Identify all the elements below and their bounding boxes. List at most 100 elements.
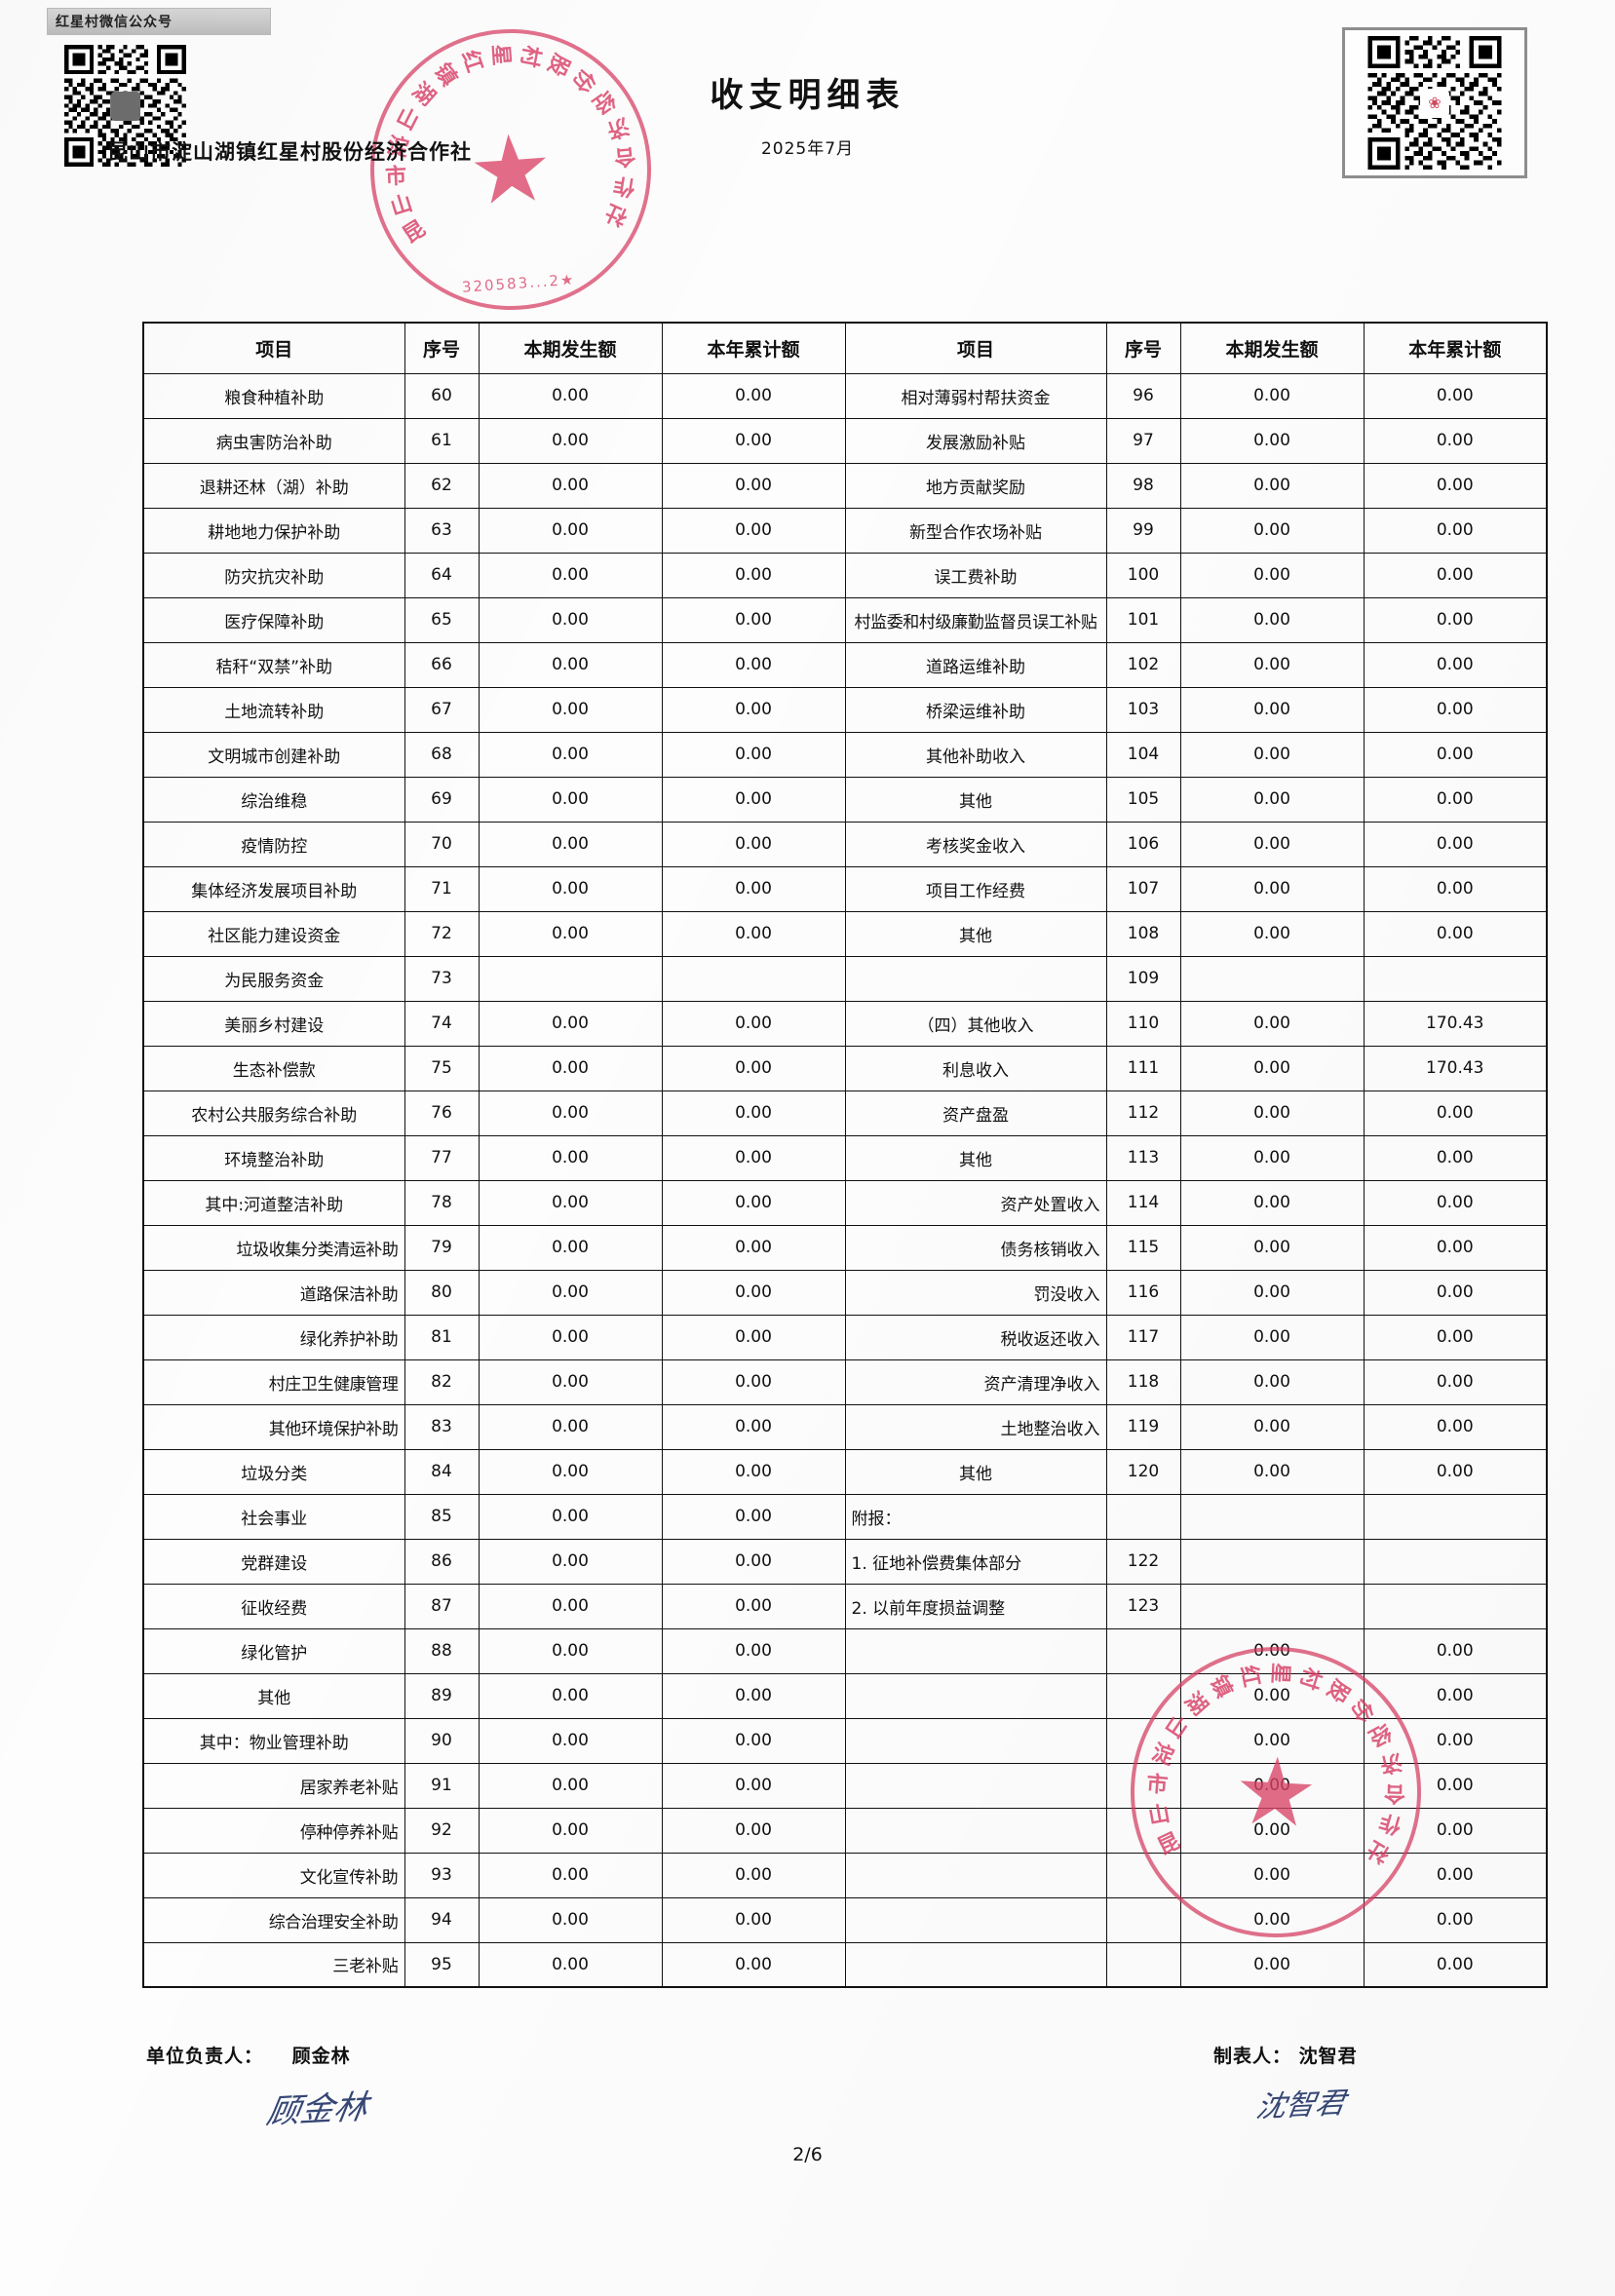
cell-no-left: 91	[404, 1762, 480, 1809]
table-row: 党群建设 86 0.00 0.00 1. 征地补偿费集体部分 122	[142, 1538, 1548, 1585]
cell-ytd-right: 0.00	[1363, 1134, 1548, 1181]
cell-no-left: 80	[404, 1269, 480, 1316]
cell-no-left: 74	[404, 1000, 480, 1047]
cell-ytd-left: 0.00	[661, 1403, 846, 1450]
table-row: 道路保洁补助 80 0.00 0.00 罚没收入 116 0.00 0.00	[142, 1269, 1548, 1316]
cell-ytd-right	[1363, 1538, 1548, 1585]
unit-head-label: 单位负责人：	[146, 2046, 264, 2067]
cell-current-right	[1179, 1583, 1365, 1629]
cell-ytd-left: 0.00	[661, 1358, 846, 1405]
cell-item-left: 环境整治补助	[142, 1134, 405, 1181]
cell-no-right: 103	[1105, 686, 1181, 733]
cell-current-left: 0.00	[478, 1627, 663, 1674]
cell-current-right: 0.00	[1179, 552, 1365, 598]
cell-current-left: 0.00	[478, 1358, 663, 1405]
qr-code-icon	[64, 45, 186, 167]
cell-item-left: 综治维稳	[142, 776, 405, 823]
cell-current-left: 0.00	[478, 1448, 663, 1495]
cell-item-left: 文化宣传补助	[142, 1852, 405, 1898]
col-header-current-left: 本期发生额	[478, 322, 663, 374]
cell-item-left: 医疗保障补助	[142, 596, 405, 643]
cooperative-name: 昆山市淀山湖镇红星村股份经济合作社	[107, 140, 472, 164]
table-row: 社会事业 85 0.00 0.00 附报：	[142, 1493, 1548, 1540]
cell-current-right: 0.00	[1179, 1627, 1365, 1674]
cell-current-left: 0.00	[478, 1538, 663, 1585]
cell-item-right: 资产盘盈	[844, 1090, 1107, 1136]
cell-current-left: 0.00	[478, 1269, 663, 1316]
cell-no-right: 102	[1105, 641, 1181, 688]
cell-current-right: 0.00	[1179, 1807, 1365, 1854]
cell-item-left: 美丽乡村建设	[142, 1000, 405, 1047]
cell-ytd-left: 0.00	[661, 1314, 846, 1360]
table-row: 征收经费 87 0.00 0.00 2. 以前年度损益调整 123	[142, 1583, 1548, 1629]
cell-item-right: 债务核销收入	[844, 1224, 1107, 1271]
cell-ytd-right: 0.00	[1363, 1762, 1548, 1809]
cell-ytd-left: 0.00	[661, 865, 846, 912]
cell-no-left: 95	[404, 1941, 480, 1988]
cell-no-left: 65	[404, 596, 480, 643]
cell-ytd-right: 170.43	[1363, 1045, 1548, 1091]
cell-current-left: 0.00	[478, 1762, 663, 1809]
wechat-qr-code[interactable]	[64, 45, 186, 167]
cell-ytd-right: 0.00	[1363, 686, 1548, 733]
preparer-block: 制表人： 沈智君	[1213, 2042, 1358, 2068]
cell-ytd-left: 0.00	[661, 462, 846, 509]
table-row: 集体经济发展项目补助 71 0.00 0.00 项目工作经费 107 0.00 0.00	[142, 865, 1548, 912]
cell-item-left: 疫情防控	[142, 821, 405, 867]
cell-no-right: 115	[1105, 1224, 1181, 1271]
cell-current-left	[478, 955, 663, 1002]
cell-ytd-left: 0.00	[661, 910, 846, 957]
cell-current-left: 0.00	[478, 1314, 663, 1360]
cell-ytd-right: 0.00	[1363, 596, 1548, 643]
cell-item-right	[844, 1672, 1107, 1719]
cell-item-right: 项目工作经费	[844, 865, 1107, 912]
cell-current-right: 0.00	[1179, 1941, 1365, 1988]
cell-current-right: 0.00	[1179, 1717, 1365, 1764]
cell-ytd-right: 0.00	[1363, 1314, 1548, 1360]
cell-ytd-right	[1363, 1493, 1548, 1540]
cell-current-right: 0.00	[1179, 1179, 1365, 1226]
col-header-no-right: 序号	[1105, 322, 1181, 374]
cell-ytd-left: 0.00	[661, 821, 846, 867]
cell-item-left: 病虫害防治补助	[142, 417, 405, 464]
cell-no-right: 111	[1105, 1045, 1181, 1091]
cell-no-right	[1105, 1672, 1181, 1719]
cell-item-left: 文明城市创建补助	[142, 731, 405, 778]
cell-no-right: 105	[1105, 776, 1181, 823]
cell-item-left: 村庄卫生健康管理	[142, 1358, 405, 1405]
cell-ytd-right: 0.00	[1363, 1403, 1548, 1450]
table-row: 医疗保障补助 65 0.00 0.00 村监委和村级廉勤监督员误工补贴 101 0.00 0.…	[142, 596, 1548, 643]
cell-item-right	[844, 1627, 1107, 1674]
cell-no-left: 92	[404, 1807, 480, 1854]
cell-item-left: 道路保洁补助	[142, 1269, 405, 1316]
cell-ytd-left: 0.00	[661, 1717, 846, 1764]
cell-ytd-left: 0.00	[661, 1000, 846, 1047]
table-row: 土地流转补助 67 0.00 0.00 桥梁运维补助 103 0.00 0.00	[142, 686, 1548, 733]
cell-current-right: 0.00	[1179, 1045, 1365, 1091]
cell-no-right: 109	[1105, 955, 1181, 1002]
cell-no-left: 68	[404, 731, 480, 778]
cell-item-right	[844, 1941, 1107, 1988]
cell-no-right: 97	[1105, 417, 1181, 464]
cell-ytd-right: 0.00	[1363, 1090, 1548, 1136]
table-row: 绿化管护 88 0.00 0.00 0.00 0.00	[142, 1627, 1548, 1674]
cell-item-left: 其中：物业管理补助	[142, 1717, 405, 1764]
cell-item-right	[844, 1852, 1107, 1898]
page-title: 收支明细表	[710, 76, 905, 115]
cell-current-right: 0.00	[1179, 1762, 1365, 1809]
cell-item-right: 附报：	[844, 1493, 1107, 1540]
table-row: 为民服务资金 73 109	[142, 955, 1548, 1002]
cell-current-left: 0.00	[478, 1807, 663, 1854]
col-header-current-right: 本期发生额	[1179, 322, 1365, 374]
cell-no-right: 104	[1105, 731, 1181, 778]
cell-item-right: 道路运维补助	[844, 641, 1107, 688]
cell-item-left: 三老补贴	[142, 1941, 405, 1988]
cell-ytd-right: 0.00	[1363, 372, 1548, 419]
cell-item-left: 耕地地力保护补助	[142, 507, 405, 554]
cell-current-right: 0.00	[1179, 1448, 1365, 1495]
cell-item-right: 其他	[844, 776, 1107, 823]
income-expense-table: 项目 序号 本期发生额 本年累计额 项目 序号 本期发生额 本年累计额 粮食种植…	[142, 322, 1548, 1988]
cell-item-left: 秸秆“双禁”补助	[142, 641, 405, 688]
bank-qr-code[interactable]: ❀	[1342, 27, 1527, 178]
